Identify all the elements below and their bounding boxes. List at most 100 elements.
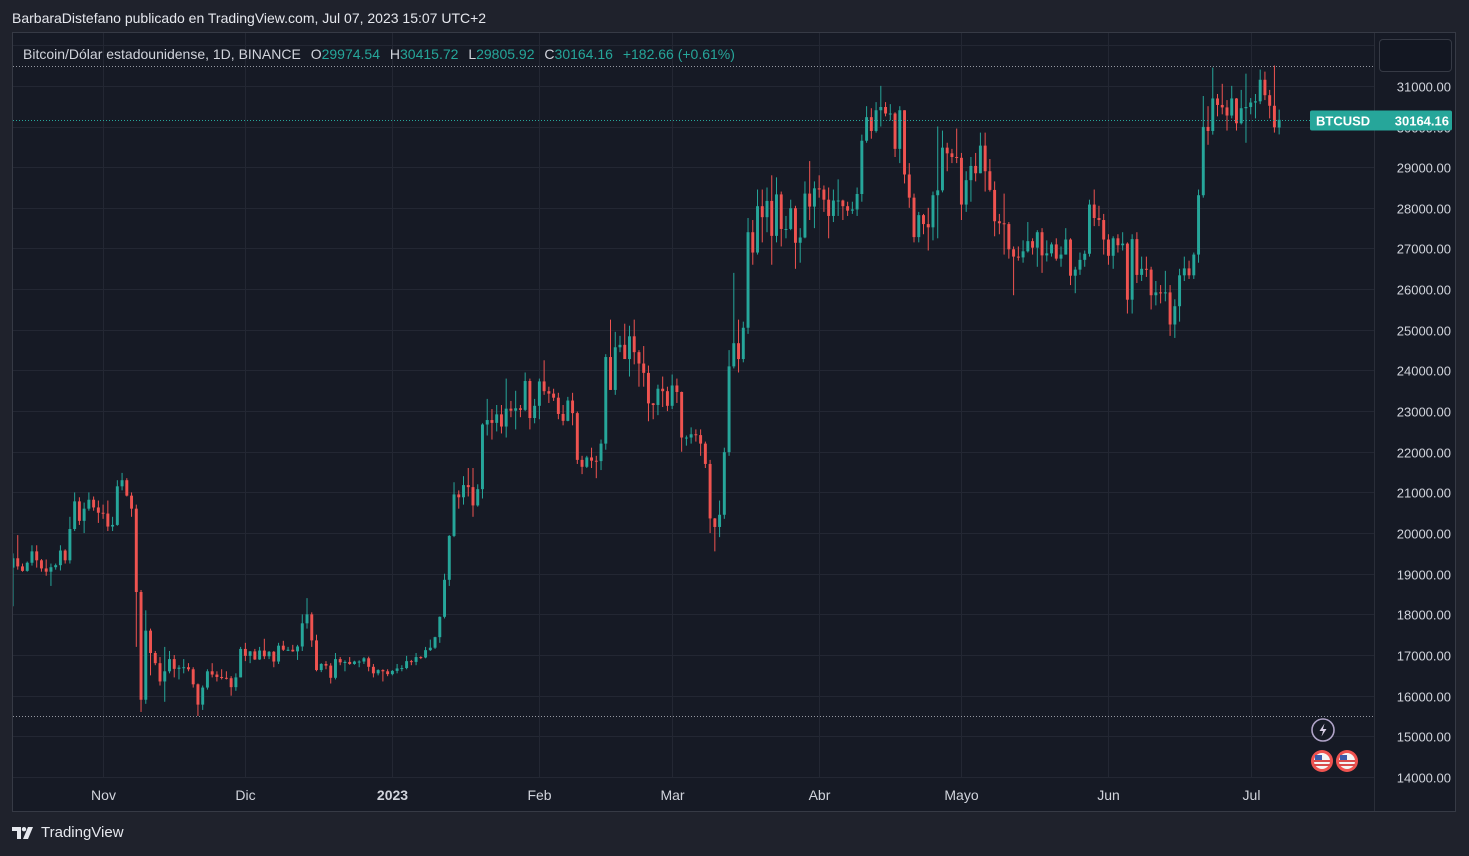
candle-body (798, 237, 802, 243)
x-tick-label: Nov (91, 787, 116, 803)
candle-body (959, 157, 963, 205)
candle (210, 663, 214, 678)
lightning-event-icon[interactable] (1311, 718, 1335, 742)
candle-body (874, 110, 878, 131)
us-flag-event-icon[interactable] (1311, 750, 1333, 772)
candle (737, 319, 741, 373)
candle-body (846, 206, 850, 211)
candle (433, 636, 437, 649)
candle-body (746, 232, 750, 328)
candle-body (831, 200, 835, 216)
candle (1130, 234, 1134, 314)
candle-body (300, 623, 304, 647)
candle (300, 614, 304, 651)
candle (827, 187, 831, 239)
candle-body (44, 568, 48, 572)
candle-body (983, 145, 987, 172)
candle-body (1187, 268, 1191, 276)
candle-body (912, 197, 916, 238)
candle (1220, 83, 1224, 115)
candle (1230, 85, 1234, 119)
candle-body (1045, 253, 1049, 256)
candle (277, 642, 281, 664)
candle-body (808, 193, 812, 207)
chart-frame[interactable]: 32000.0031000.0030000.0029000.0028000.00… (12, 32, 1456, 812)
top-right-control[interactable] (1379, 39, 1452, 72)
candle-body (988, 171, 992, 190)
candle-body (481, 424, 484, 490)
us-flag-event-icon[interactable] (1336, 750, 1358, 772)
candle-body (239, 648, 243, 678)
candle (1235, 98, 1238, 131)
candle-body (632, 336, 636, 353)
candle (130, 492, 134, 517)
candle-body (779, 194, 783, 229)
candle-body (87, 499, 91, 509)
candle (234, 673, 238, 691)
candle (205, 669, 209, 690)
candle (338, 657, 342, 666)
high-value: 30415.72 (400, 46, 459, 62)
candle (1078, 252, 1082, 275)
candle (21, 563, 24, 572)
candle (1040, 228, 1044, 273)
candle-body (286, 649, 290, 651)
candle (447, 535, 451, 586)
tradingview-logo[interactable]: TradingView (12, 824, 124, 841)
candle-body (1102, 220, 1106, 240)
candle (1125, 242, 1129, 314)
x-tick-label: Mayo (944, 787, 978, 803)
candle (419, 656, 423, 660)
candle (390, 670, 394, 676)
symbol-description[interactable]: Bitcoin/Dólar estadounidense, 1D, BINANC… (23, 46, 301, 62)
candle-body (253, 651, 257, 660)
candle-body (414, 657, 418, 662)
candle-body (35, 551, 39, 561)
candle (898, 106, 902, 164)
candle-body (452, 494, 456, 536)
candle-body (642, 363, 646, 373)
candle (1149, 266, 1153, 310)
y-tick-label: 25000.00 (1397, 324, 1451, 339)
candle-body (1012, 249, 1016, 257)
candle (405, 655, 409, 670)
candle-body (130, 495, 134, 509)
candle-body (352, 661, 356, 664)
candle-body (1235, 98, 1238, 124)
candle-body (111, 524, 115, 527)
candle-body (177, 667, 181, 669)
candle (1059, 246, 1063, 267)
candle (642, 346, 646, 387)
candle (68, 516, 72, 564)
candle-body (73, 501, 77, 529)
candle (575, 411, 579, 464)
low-label: L (468, 46, 477, 62)
candle (604, 354, 608, 450)
candle (13, 553, 15, 607)
candle (713, 518, 717, 552)
candle-body (153, 653, 157, 664)
candle-body (277, 645, 281, 662)
candle-body (1230, 98, 1234, 116)
candle-body (599, 443, 603, 462)
candle-body (903, 110, 906, 175)
candle-body (395, 668, 399, 671)
close-label: C (544, 46, 555, 62)
candle (262, 638, 266, 660)
candle-body (1154, 292, 1158, 296)
candle-body (400, 668, 404, 670)
candle (879, 85, 883, 127)
candle (315, 634, 318, 672)
candle (547, 386, 551, 403)
candle-body (82, 508, 86, 521)
candle-body (92, 499, 96, 508)
candlestick-chart[interactable]: 32000.0031000.0030000.0029000.0028000.00… (13, 33, 1455, 811)
candle (54, 563, 58, 570)
candle (940, 130, 944, 193)
candle-body (229, 678, 233, 688)
candle-body (974, 165, 978, 174)
candle (1016, 246, 1020, 261)
candle-body (362, 658, 366, 662)
candle (504, 378, 508, 438)
candle (371, 663, 375, 678)
